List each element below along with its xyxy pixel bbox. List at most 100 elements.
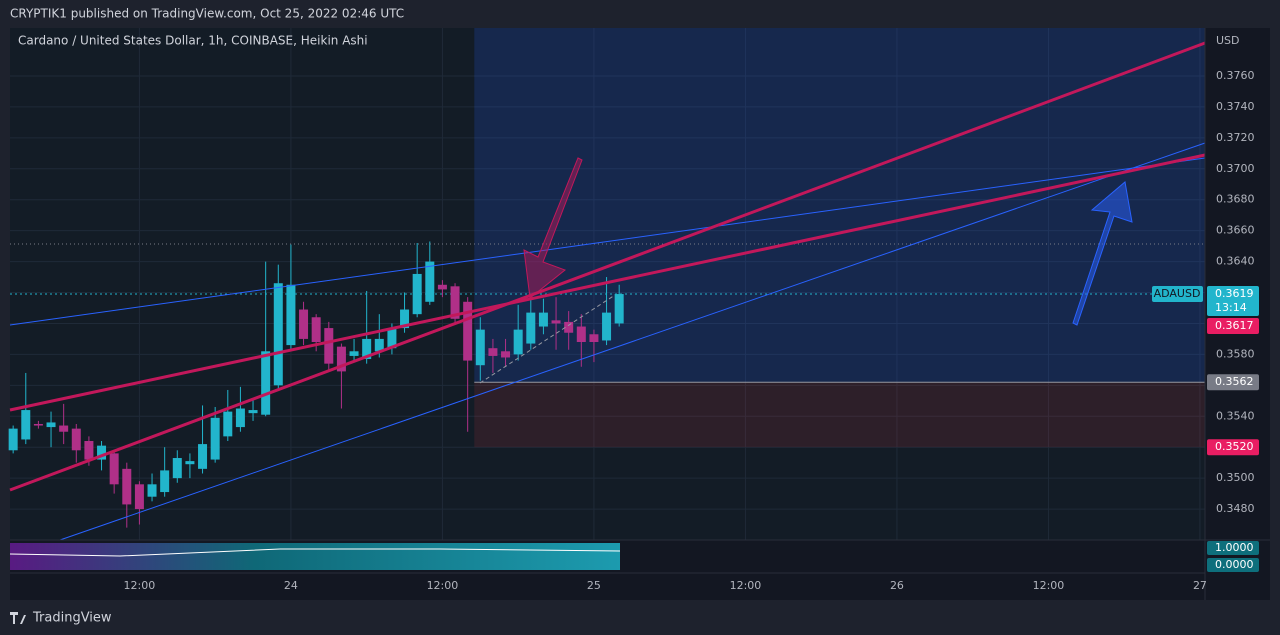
trend-line	[9, 153, 1206, 412]
candle-body	[437, 284, 447, 290]
candle-body	[147, 484, 157, 497]
candle-body	[8, 428, 18, 451]
candle-body	[21, 410, 31, 440]
candle-body	[185, 461, 195, 465]
candle-body	[122, 468, 132, 505]
price-label-bg	[1207, 374, 1259, 391]
candle-body	[400, 309, 410, 329]
time-axis	[10, 573, 1205, 600]
x-tick-label: 24	[284, 579, 298, 592]
candle-body	[362, 338, 372, 360]
candle-body	[286, 284, 296, 346]
candle-body	[614, 294, 624, 324]
price-label-bg	[1207, 318, 1259, 335]
y-tick-label: 0.3480	[1216, 502, 1255, 515]
stop-zone	[474, 382, 1205, 448]
candle-body	[97, 445, 107, 460]
y-tick-label: 0.3740	[1216, 100, 1255, 113]
price-label: 0.3520	[1215, 440, 1254, 453]
y-tick-label: 0.3720	[1216, 131, 1255, 144]
x-tick-label: 26	[890, 579, 904, 592]
candle-body	[336, 346, 346, 372]
price-label: 0.3619	[1215, 287, 1254, 300]
candle-body	[463, 301, 473, 361]
indicator-label-bg	[1207, 558, 1259, 572]
candle-body	[387, 328, 397, 349]
candle-body	[324, 328, 334, 364]
y-tick-label: 0.3580	[1216, 347, 1255, 360]
brand: TradingView	[32, 611, 112, 626]
candle-body	[349, 351, 359, 356]
candle-body	[210, 417, 220, 460]
candle-body	[235, 408, 245, 428]
candle-body	[425, 261, 435, 302]
price-label-bg	[1207, 286, 1259, 317]
candle-body	[475, 329, 485, 366]
candle-body	[160, 470, 170, 493]
y-tick-label: 0.3660	[1216, 224, 1255, 237]
candle-body	[134, 484, 144, 510]
trend-line	[9, 41, 1206, 492]
candle-body	[450, 286, 460, 319]
x-tick-label: 25	[587, 579, 601, 592]
candle-body	[261, 351, 271, 415]
candle-body	[273, 283, 283, 386]
candle-body	[248, 410, 258, 414]
candle-body	[109, 453, 119, 485]
candle-body	[46, 422, 56, 428]
y-tick-label: 0.3680	[1216, 193, 1255, 206]
price-label: 0.3562	[1215, 375, 1254, 388]
candle-body	[501, 351, 511, 358]
candle-body	[551, 320, 561, 324]
y-tick-label: 0.3700	[1216, 162, 1255, 175]
price-label: 0.3617	[1215, 319, 1254, 332]
candle-body	[311, 317, 321, 343]
candle-body	[299, 309, 309, 339]
footer-logo: TradingView	[10, 611, 112, 626]
candle-body	[33, 423, 43, 426]
candle-body	[488, 348, 498, 356]
candle-body	[198, 444, 208, 469]
countdown: 13:14	[1215, 301, 1247, 314]
y-tick-label: 0.3540	[1216, 409, 1255, 422]
candle-body	[172, 458, 182, 479]
candle-body	[223, 411, 233, 437]
x-tick-label: 12:00	[730, 579, 762, 592]
candle-body	[374, 338, 384, 352]
candle-body	[412, 273, 422, 315]
arrow-down	[523, 157, 583, 299]
dashed-line	[479, 294, 616, 384]
x-tick-label: 27	[1193, 579, 1207, 592]
candle-body	[526, 312, 536, 344]
candle-body	[602, 312, 612, 341]
indicator-tick-label: 1.0000	[1215, 541, 1254, 554]
logo-mark	[10, 612, 26, 624]
y-tick-label: 0.3500	[1216, 471, 1255, 484]
indicator-ribbon	[10, 543, 620, 570]
arrow-up	[1072, 181, 1133, 326]
symbol-label-bg	[1152, 286, 1203, 303]
candle-body	[538, 312, 548, 327]
trend-line	[9, 157, 1206, 326]
candle-body	[576, 326, 586, 343]
candle-body	[84, 441, 94, 460]
price-label-bg	[1207, 439, 1259, 456]
currency: USD	[1216, 34, 1240, 47]
indicator-line	[9, 548, 621, 557]
symbol-label: ADAUSD	[1154, 287, 1201, 300]
x-tick-label: 12:00	[427, 579, 459, 592]
x-tick-label: 12:00	[124, 579, 156, 592]
indicator-label-bg	[1207, 541, 1259, 555]
drawings	[9, 41, 1206, 570]
candle-body	[59, 425, 69, 432]
candle-body	[589, 334, 599, 343]
y-tick-label: 0.3640	[1216, 255, 1255, 268]
indicator-tick-label: 0.0000	[1215, 558, 1254, 571]
candle-body	[513, 329, 523, 355]
publisher: CRYPTIK1 published on TradingView.com, O…	[10, 7, 404, 21]
x-tick-label: 12:00	[1033, 579, 1065, 592]
chart-title: Cardano / United States Dollar, 1h, COIN…	[18, 34, 368, 48]
candle-body	[564, 321, 574, 333]
candle-body	[71, 428, 81, 451]
